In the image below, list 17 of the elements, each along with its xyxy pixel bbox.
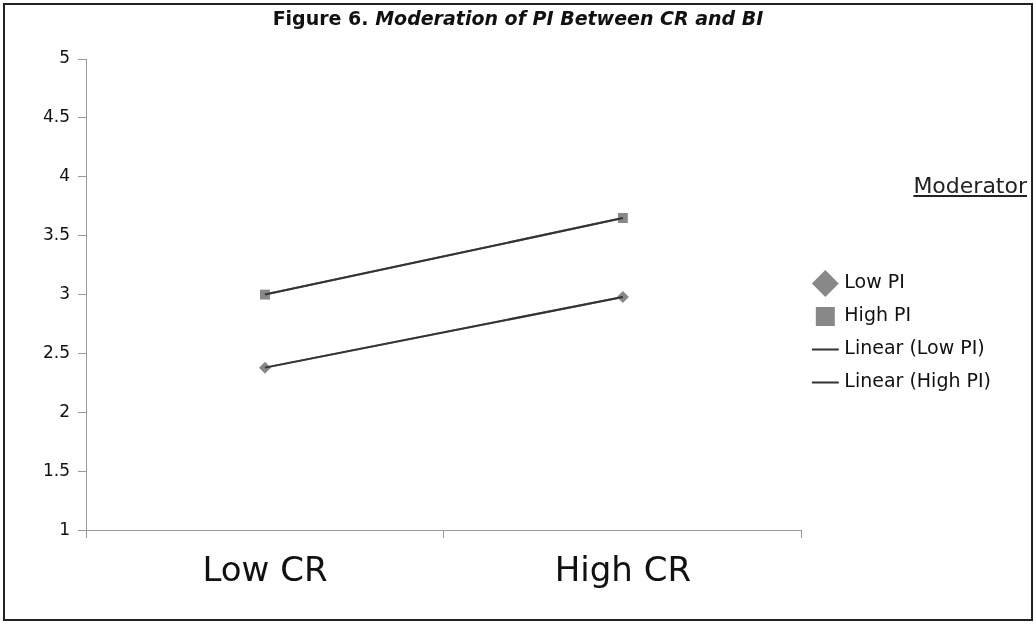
y-tick-label: 4.5: [42, 106, 71, 127]
x-tick-label: High CR: [554, 549, 692, 590]
y-tick-label: 3: [59, 283, 71, 304]
chart-title: Figure 6. Moderation of PI Between CR and BI: [272, 7, 764, 29]
legend-label: Linear (High PI): [844, 369, 991, 392]
legend-title: Moderator: [913, 173, 1027, 198]
legend-label: Low PI: [844, 270, 905, 293]
y-tick-label: 1: [59, 518, 71, 539]
y-tick-label: 1.5: [42, 459, 71, 480]
legend-label: High PI: [844, 303, 912, 326]
y-tick-label: 2: [59, 400, 71, 421]
x-tick-label: Low CR: [202, 549, 328, 590]
legend-label: Linear (Low PI): [844, 336, 985, 359]
y-tick-label: 5: [59, 47, 71, 68]
y-tick-label: 3.5: [42, 224, 71, 245]
y-tick-label: 2.5: [42, 341, 71, 362]
y-tick-label: 4: [59, 165, 71, 186]
